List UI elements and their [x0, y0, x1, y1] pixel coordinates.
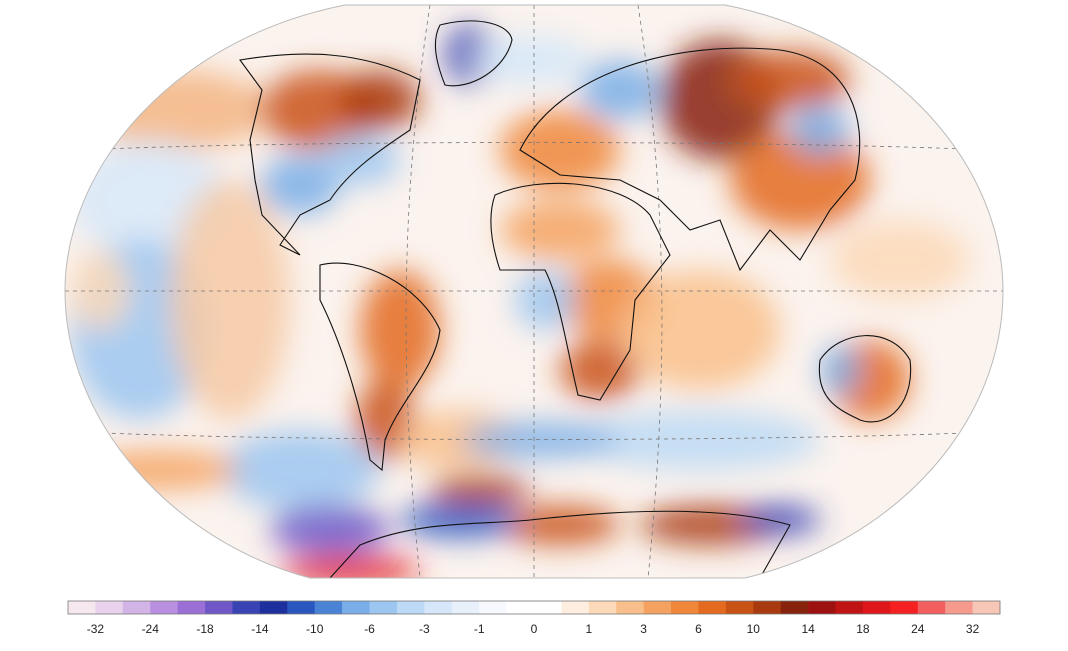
- anomaly-blob: [580, 410, 820, 470]
- anomaly-blob: [560, 340, 640, 400]
- anomaly-blob: [320, 135, 400, 185]
- anomaly-blob: [170, 180, 290, 420]
- anomaly-blob: [730, 130, 870, 230]
- colorbar-swatch: [369, 601, 398, 614]
- colorbar-swatch: [479, 601, 507, 614]
- anomaly-blob: [360, 270, 440, 390]
- colorbar-label: 10: [747, 622, 761, 636]
- colorbar-swatch: [616, 601, 644, 614]
- colorbar-swatch: [753, 601, 782, 614]
- colorbar-swatch: [95, 601, 124, 614]
- anomaly-blob: [430, 475, 530, 505]
- parallel: [79, 142, 991, 151]
- colorbar-swatch: [534, 601, 562, 614]
- colorbar-label: 0: [531, 622, 538, 636]
- anomaly-blob: [260, 155, 340, 215]
- colorbar-swatch: [588, 601, 617, 614]
- colorbar-label: -32: [87, 622, 105, 636]
- anomaly-blob: [740, 505, 820, 535]
- australia: [818, 335, 912, 423]
- colorbar-swatch: [451, 601, 480, 614]
- anomaly-field: [70, 25, 970, 578]
- colorbar-swatch: [862, 601, 891, 614]
- colorbar-frame: [67, 600, 1001, 615]
- colorbar-label: 1: [585, 622, 592, 636]
- eurasia: [519, 47, 861, 272]
- anomaly-blob: [500, 110, 620, 190]
- colorbar-swatch: [698, 601, 727, 614]
- colorbar-swatch: [506, 601, 535, 614]
- colorbar-label: -1: [474, 622, 485, 636]
- map-area: [65, 5, 1003, 578]
- colorbar-label: 14: [801, 622, 815, 636]
- colorbar: -32 -24 -18 -14 -10 -6 -3 -1 0 1 3 6 10 14 18 24 32: [67, 600, 1001, 636]
- anomaly-blob: [460, 422, 620, 458]
- colorbar-label: -10: [306, 622, 324, 636]
- colorbar-swatch: [561, 601, 590, 614]
- anomaly-blob: [400, 502, 520, 538]
- anomaly-blob: [470, 35, 590, 85]
- colorbar-swatch: [259, 601, 288, 614]
- colorbar-swatch: [205, 601, 233, 614]
- anomaly-blob: [830, 220, 970, 300]
- meridian: [637, 5, 663, 578]
- colorbar-swatch: [725, 601, 754, 614]
- anomaly-blob: [500, 200, 620, 260]
- anomaly-blob: [580, 60, 660, 120]
- colorbar-swatch: [287, 601, 316, 614]
- anomaly-blob: [515, 270, 575, 330]
- coastlines: [239, 20, 912, 578]
- anomaly-blob: [820, 345, 860, 395]
- colorbar-swatch: [342, 601, 370, 614]
- colorbar-label: -3: [419, 622, 430, 636]
- colorbar-swatch: [890, 601, 919, 614]
- africa: [490, 182, 671, 401]
- colorbar-swatch: [972, 601, 1001, 614]
- colorbar-swatch: [424, 601, 453, 614]
- colorbar-label: -18: [196, 622, 214, 636]
- greenland: [434, 20, 513, 87]
- parallel: [79, 431, 991, 440]
- anomaly-blob: [90, 70, 270, 150]
- anomaly-blob: [220, 430, 380, 510]
- colorbar-swatch: [177, 601, 206, 614]
- anomaly-blob: [790, 105, 850, 155]
- colorbar-label: -6: [364, 622, 375, 636]
- colorbar-label: 24: [911, 622, 925, 636]
- north-america: [239, 53, 421, 256]
- anomaly-blob: [80, 450, 240, 490]
- colorbar-swatch: [68, 601, 96, 614]
- colorbar-swatch: [835, 601, 864, 614]
- colorbar-swatch: [945, 601, 973, 614]
- south-america: [319, 262, 441, 472]
- colorbar-label: -14: [251, 622, 269, 636]
- colorbar-swatch: [122, 601, 151, 614]
- anomaly-blob: [500, 505, 620, 545]
- colorbar-swatch: [232, 601, 261, 614]
- colorbar-swatch: [671, 601, 699, 614]
- colorbar-label: 32: [966, 622, 980, 636]
- colorbar-label: 6: [695, 622, 702, 636]
- colorbar-swatch: [917, 601, 946, 614]
- colorbar-swatch: [396, 601, 425, 614]
- map-outline: [64, 4, 1004, 579]
- anomaly-blob: [730, 50, 850, 110]
- colorbar-label: -24: [142, 622, 160, 636]
- anomaly-blob: [620, 270, 780, 390]
- anomaly-blob: [280, 555, 420, 578]
- colorbar-label: 18: [856, 622, 870, 636]
- colorbar-swatch: [150, 601, 178, 614]
- colorbar-label: 3: [640, 622, 647, 636]
- anomaly-blob: [270, 505, 390, 555]
- colorbar-swatch: [808, 601, 836, 614]
- colorbar-swatch: [314, 601, 343, 614]
- anomaly-blob: [340, 70, 420, 130]
- colorbar-swatch: [643, 601, 672, 614]
- antarctica: [328, 510, 791, 578]
- anomaly-blob: [70, 250, 130, 330]
- colorbar-swatch: [780, 601, 809, 614]
